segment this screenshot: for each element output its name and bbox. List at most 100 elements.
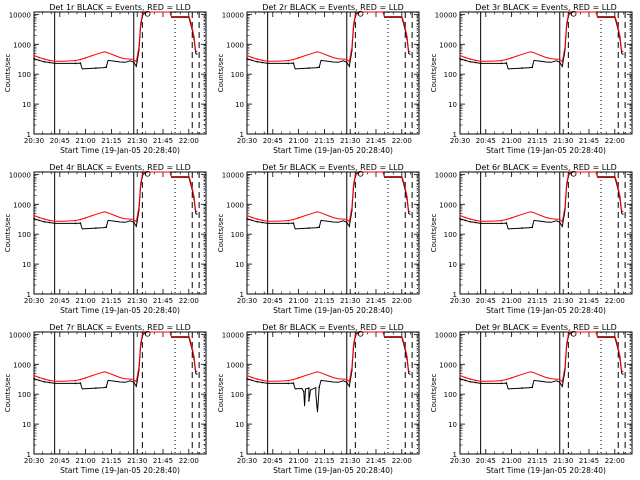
lld-series-point <box>567 14 570 16</box>
events-series <box>246 171 411 230</box>
x-tick-label: 20:30 <box>237 137 257 145</box>
events-series-point <box>474 221 477 224</box>
y-axis-label: Counts/sec <box>430 214 438 253</box>
events-series <box>33 11 198 70</box>
y-tick-label: 10 <box>448 421 457 429</box>
lld-series <box>33 11 198 63</box>
events-series-point <box>266 62 269 65</box>
peak-marker <box>144 10 151 17</box>
events-series-point <box>246 57 248 60</box>
lld-series-point <box>287 59 290 62</box>
events-series-point <box>474 381 477 384</box>
events-series-point <box>79 382 82 384</box>
lld-series <box>246 331 411 383</box>
x-tick-label: 20:45 <box>476 297 496 305</box>
y-tick-label: 1000 <box>226 41 244 49</box>
events-series <box>459 171 624 230</box>
lld-series-point <box>53 380 56 383</box>
lld-series-point <box>614 175 616 178</box>
lld-series-point <box>33 374 35 377</box>
events-series-point <box>459 377 461 380</box>
y-tick-label: 100 <box>18 231 31 239</box>
y-tick-label: 1000 <box>13 361 31 369</box>
lld-series-point <box>43 58 46 60</box>
x-tick-label: 22:00 <box>605 297 625 305</box>
plot-frame <box>459 171 633 295</box>
events-series-point <box>43 381 46 383</box>
events-series-point <box>531 66 533 69</box>
events-series-point <box>464 219 467 222</box>
y-tick-label: 100 <box>18 391 31 399</box>
events-series-point <box>38 379 40 382</box>
x-tick-label: 22:00 <box>605 457 625 465</box>
events-series <box>33 331 198 390</box>
y-tick-label: 1000 <box>439 361 457 369</box>
lld-series-point <box>500 219 503 222</box>
events-series-point <box>79 62 82 64</box>
y-tick-label: 1000 <box>439 41 457 49</box>
events-series <box>459 331 624 390</box>
y-tick-label: 100 <box>18 71 31 79</box>
x-tick-label: 22:00 <box>392 457 412 465</box>
lld-series-point <box>287 219 290 222</box>
lld-series-point <box>619 355 621 358</box>
panel-5: Det 5r BLACK = Events, RED = LLD Counts/s… <box>217 163 420 315</box>
y-axis-label: Counts/sec <box>217 374 225 413</box>
panel-1: Det 1r BLACK = Events, RED = LLD Counts/s… <box>4 3 207 155</box>
lld-series-point <box>43 218 46 220</box>
x-tick-label: 21:30 <box>553 297 573 305</box>
panel-4: Det 4r BLACK = Events, RED = LLD Counts/s… <box>4 163 207 315</box>
events-series-point <box>95 227 97 229</box>
lld-series-point <box>401 175 403 178</box>
y-tick-label: 100 <box>231 391 244 399</box>
lld-series-point <box>79 58 82 61</box>
lld-series-point <box>141 334 144 336</box>
panel-7: Det 7r BLACK = Events, RED = LLD Counts/s… <box>4 323 207 475</box>
peak-marker <box>144 170 151 177</box>
x-tick-label: 20:30 <box>24 457 44 465</box>
panel-title: Det 7r BLACK = Events, RED = LLD <box>49 323 191 332</box>
lld-series-point <box>74 379 77 382</box>
lld-series-point <box>188 335 190 338</box>
events-series-point <box>261 61 264 64</box>
events-series-point <box>469 61 472 63</box>
x-tick-label: 21:45 <box>579 137 599 145</box>
events-series-point <box>261 221 264 224</box>
lld-series-point <box>48 219 51 222</box>
lld-series-point <box>53 220 56 223</box>
plot-frame <box>246 11 420 135</box>
plot-frame <box>246 171 420 295</box>
lld-series-point <box>84 217 87 219</box>
lld-series-point <box>567 174 570 176</box>
lld-series-point <box>614 335 616 338</box>
x-tick-label: 20:30 <box>237 457 257 465</box>
lld-series-point <box>251 216 253 219</box>
x-tick-label: 21:15 <box>314 457 334 465</box>
events-series-point <box>48 221 51 224</box>
events-series-point <box>251 59 253 62</box>
events-series-point <box>505 222 508 224</box>
panel-title: Det 6r BLACK = Events, RED = LLD <box>475 163 617 172</box>
lld-series-point <box>256 218 259 220</box>
lld-series-point <box>464 216 467 219</box>
events-series-point <box>38 59 40 62</box>
x-tick-label: 21:00 <box>289 457 309 465</box>
events-series-point <box>105 66 107 69</box>
y-tick-label: 10000 <box>435 331 457 339</box>
x-tick-label: 20:45 <box>50 297 70 305</box>
y-tick-label: 100 <box>444 71 457 79</box>
lld-series-point <box>619 35 621 38</box>
y-tick-label: 1 <box>27 131 31 139</box>
lld-series-point <box>79 378 82 381</box>
lld-series-point <box>256 378 259 380</box>
peak-marker <box>357 10 364 17</box>
events-series-point <box>266 222 269 225</box>
x-tick-label: 21:00 <box>76 457 96 465</box>
x-axis-label: Start Time (19-Jan-05 20:28:40) <box>60 306 180 315</box>
events-series-point <box>95 67 97 69</box>
lld-series-point <box>510 217 513 219</box>
x-tick-label: 21:00 <box>76 137 96 145</box>
panel-6: Det 6r BLACK = Events, RED = LLD Counts/s… <box>430 163 633 315</box>
lld-series-point <box>292 58 295 61</box>
x-tick-label: 22:00 <box>179 457 199 465</box>
